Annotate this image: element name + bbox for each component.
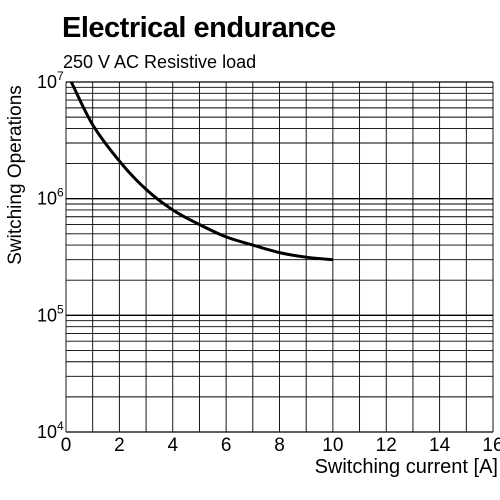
y-tick-label: 107 <box>37 69 64 92</box>
x-tick-label: 16 <box>482 435 500 456</box>
y-tick-label: 106 <box>37 186 64 209</box>
x-tick-label: 10 <box>322 435 343 456</box>
y-tick-label: 105 <box>37 302 64 325</box>
x-tick-label: 0 <box>61 435 72 456</box>
x-tick-label: 14 <box>429 435 451 456</box>
x-tick-label: 12 <box>376 435 397 456</box>
x-tick-label: 6 <box>221 435 232 456</box>
chart-subtitle: 250 V AC Resistive load <box>63 52 257 72</box>
series-group <box>69 81 334 262</box>
x-axis-label: Switching current [A] <box>314 456 498 478</box>
y-tick-exponent: 5 <box>57 302 64 316</box>
x-tick-label: 8 <box>274 435 285 456</box>
y-tick-exponent: 6 <box>57 186 64 200</box>
y-tick-exponent: 4 <box>57 419 64 433</box>
chart-title: Electrical endurance <box>62 12 336 44</box>
grid <box>65 81 494 433</box>
y-tick-exponent: 7 <box>57 69 64 83</box>
x-tick-label: 4 <box>167 435 178 456</box>
x-tick-label: 2 <box>114 435 125 456</box>
series-line <box>69 81 334 262</box>
